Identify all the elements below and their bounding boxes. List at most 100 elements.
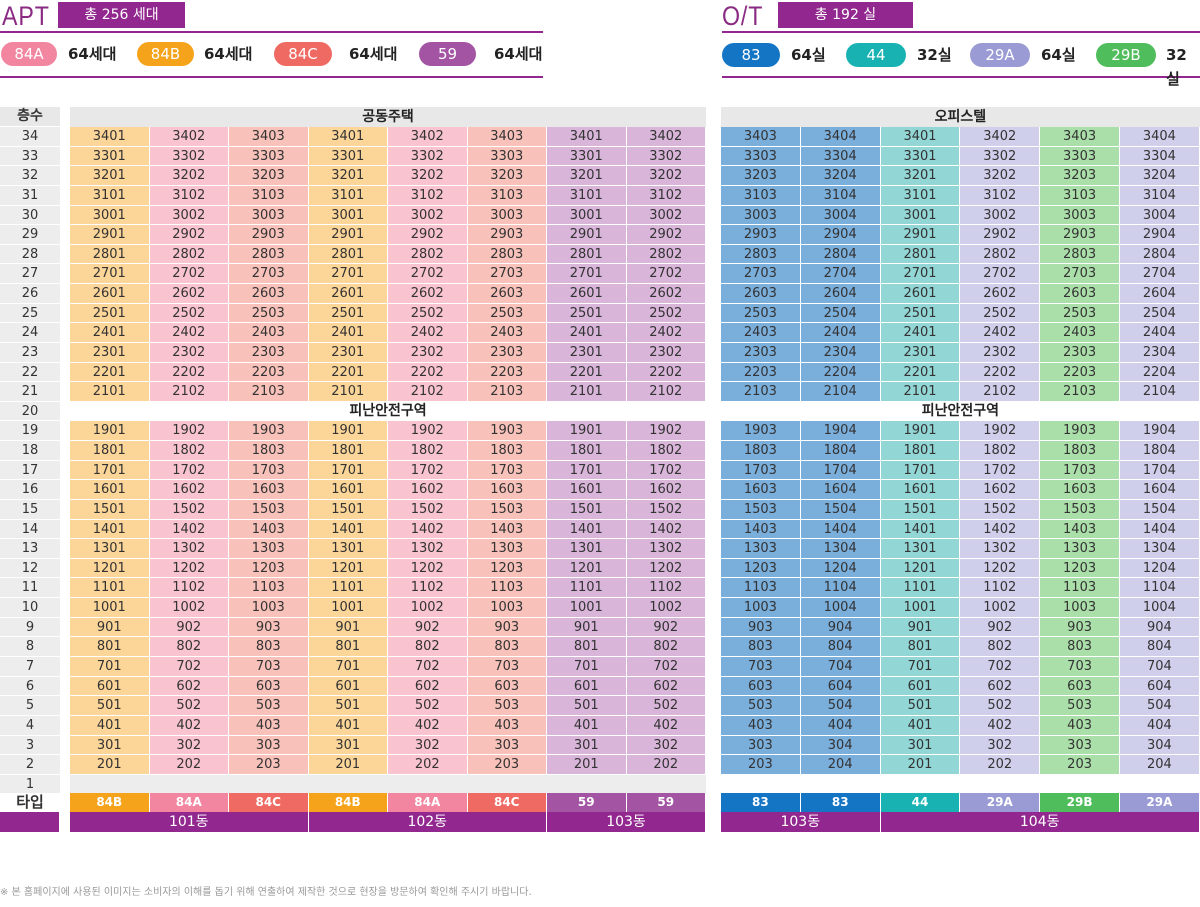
apt-unit-cell: 2802 bbox=[626, 244, 706, 265]
ot-unit-cell: 403 bbox=[721, 715, 801, 736]
apt-bottom-divider bbox=[0, 76, 543, 78]
ot-unit-cell: 1802 bbox=[960, 441, 1041, 461]
apt-unit-cell: 1402 bbox=[149, 519, 229, 540]
ot-unit-cell: 1103 bbox=[721, 578, 801, 599]
ot-unit-cell: 2503 bbox=[721, 303, 801, 324]
ot-unit-cell: 2103 bbox=[1040, 382, 1120, 402]
ot-unit-cell: 301 bbox=[880, 735, 961, 756]
ot-unit-cell: 2204 bbox=[1120, 362, 1200, 383]
apt-unit-cell: 801 bbox=[308, 637, 388, 657]
ot-unit-cell: 2704 bbox=[1120, 264, 1200, 285]
apt-unit-cell: 601 bbox=[308, 676, 388, 697]
apt-unit-cell: 503 bbox=[467, 696, 547, 716]
apt-unit-cell: 2302 bbox=[626, 342, 706, 363]
apt-unit-cell: 1902 bbox=[626, 421, 706, 442]
ot-unit-cell: 1903 bbox=[721, 421, 801, 442]
ot-unit-cell: 1803 bbox=[1040, 441, 1120, 461]
ot-unit-cell: 603 bbox=[1040, 676, 1120, 697]
apt-unit-cell: 302 bbox=[388, 735, 468, 756]
apt-unit-cell: 1101 bbox=[70, 578, 150, 599]
ot-unit-cell: 3001 bbox=[880, 205, 961, 226]
ot-unit-cell: 902 bbox=[960, 617, 1041, 638]
ot-unit-cell: 2203 bbox=[1040, 362, 1120, 383]
apt-unit-cell: 1501 bbox=[547, 499, 627, 520]
ot-unit-cell: 2803 bbox=[1040, 244, 1120, 265]
ot-unit-cell: 1003 bbox=[1040, 598, 1120, 618]
apt-unit-cell: 2402 bbox=[626, 323, 706, 343]
apt-unit-cell: 2401 bbox=[308, 323, 388, 343]
ot-unit-cell: 1001 bbox=[880, 598, 961, 618]
ot-unit-cell: 203 bbox=[721, 755, 801, 775]
apt-unit-cell: 3102 bbox=[626, 185, 706, 206]
legend-pill-84b: 84B bbox=[137, 42, 194, 66]
ot-unit-cell: 2101 bbox=[880, 382, 961, 402]
legend-count-84b: 64세대 bbox=[204, 45, 253, 63]
ot-unit-cell: 2401 bbox=[880, 323, 961, 343]
apt-unit-cell: 2101 bbox=[70, 382, 150, 402]
ot-unit-cell: 1502 bbox=[960, 499, 1041, 520]
apt-unit-cell: 2103 bbox=[229, 382, 309, 402]
ot-unit-cell: 903 bbox=[721, 617, 801, 638]
apt-unit-cell: 1401 bbox=[70, 519, 150, 540]
ot-unit-cell: 1002 bbox=[960, 598, 1041, 618]
legend-pill-84c: 84C bbox=[274, 42, 332, 66]
ot-unit-cell: 2604 bbox=[1120, 284, 1200, 304]
footnote: ※ 본 홈페이지에 사용된 이미지는 소비자의 이해를 돕기 위해 연출하여 제… bbox=[0, 887, 532, 898]
apt-unit-cell: 1402 bbox=[388, 519, 468, 540]
ot-unit-cell: 2504 bbox=[1120, 303, 1200, 324]
ot-unit-cell: 704 bbox=[1120, 657, 1200, 677]
apt-unit-cell: 602 bbox=[149, 676, 229, 697]
floor-number: 28 bbox=[0, 244, 60, 265]
apt-unit-cell: 1102 bbox=[149, 578, 229, 599]
apt-unit-cell: 3403 bbox=[229, 127, 309, 147]
ot-unit-cell: 2604 bbox=[800, 284, 881, 304]
ot-unit-cell: 1403 bbox=[1040, 519, 1120, 540]
apt-unit-cell: 2601 bbox=[70, 284, 150, 304]
apt-unit-cell: 3402 bbox=[626, 127, 706, 147]
floor-number: 19 bbox=[0, 421, 60, 442]
apt-unit-cell: 2801 bbox=[547, 244, 627, 265]
apt-unit-cell: 1003 bbox=[467, 598, 547, 618]
apt-unit-cell: 202 bbox=[626, 755, 706, 775]
floor-number: 22 bbox=[0, 362, 60, 383]
apt-unit-cell: 502 bbox=[388, 696, 468, 716]
ot-unit-cell: 1903 bbox=[1040, 421, 1120, 442]
apt-unit-cell: 902 bbox=[388, 617, 468, 638]
apt-unit-cell: 2302 bbox=[388, 342, 468, 363]
ot-unit-cell: 1302 bbox=[960, 539, 1041, 559]
floor-number: 2 bbox=[0, 755, 60, 775]
ot-type-label: 83 bbox=[721, 793, 801, 812]
apt-unit-cell: 2202 bbox=[149, 362, 229, 383]
apt-unit-cell: 3302 bbox=[149, 146, 229, 167]
ot-unit-cell: 1003 bbox=[721, 598, 801, 618]
ot-unit-cell: 2301 bbox=[880, 342, 961, 363]
apt-unit-cell: 1801 bbox=[70, 441, 150, 461]
apt-unit-cell: 501 bbox=[308, 696, 388, 716]
ot-unit-cell: 804 bbox=[1120, 637, 1200, 657]
apt-unit-cell: 2401 bbox=[547, 323, 627, 343]
apt-unit-cell: 903 bbox=[467, 617, 547, 638]
apt-unit-cell: 2203 bbox=[229, 362, 309, 383]
apt-unit-cell: 1303 bbox=[229, 539, 309, 559]
ot-unit-cell: 1503 bbox=[721, 499, 801, 520]
apt-unit-cell: 1601 bbox=[308, 480, 388, 500]
ot-unit-cell: 1904 bbox=[800, 421, 881, 442]
ot-building-label: 103동 bbox=[721, 812, 881, 832]
apt-unit-cell: 1601 bbox=[70, 480, 150, 500]
apt-unit-cell: 2501 bbox=[70, 303, 150, 324]
ot-section-header: 오피스텔 bbox=[721, 107, 1200, 127]
ot-unit-cell: 2802 bbox=[960, 244, 1041, 265]
ot-unit-cell: 204 bbox=[1120, 755, 1200, 775]
apt-type-label: 84C bbox=[467, 793, 547, 812]
apt-unit-cell: 603 bbox=[229, 676, 309, 697]
ot-unit-cell: 2201 bbox=[880, 362, 961, 383]
ot-unit-cell: 1303 bbox=[1040, 539, 1120, 559]
floor-number: 18 bbox=[0, 441, 60, 461]
ot-total-badge: 총 192 실 bbox=[778, 2, 913, 28]
ot-unit-cell: 904 bbox=[800, 617, 881, 638]
apt-unit-cell: 802 bbox=[388, 637, 468, 657]
apt-unit-cell: 1602 bbox=[388, 480, 468, 500]
legend-pill-44: 44 bbox=[846, 43, 906, 67]
apt-unit-cell: 1602 bbox=[626, 480, 706, 500]
ot-unit-cell: 2502 bbox=[960, 303, 1041, 324]
